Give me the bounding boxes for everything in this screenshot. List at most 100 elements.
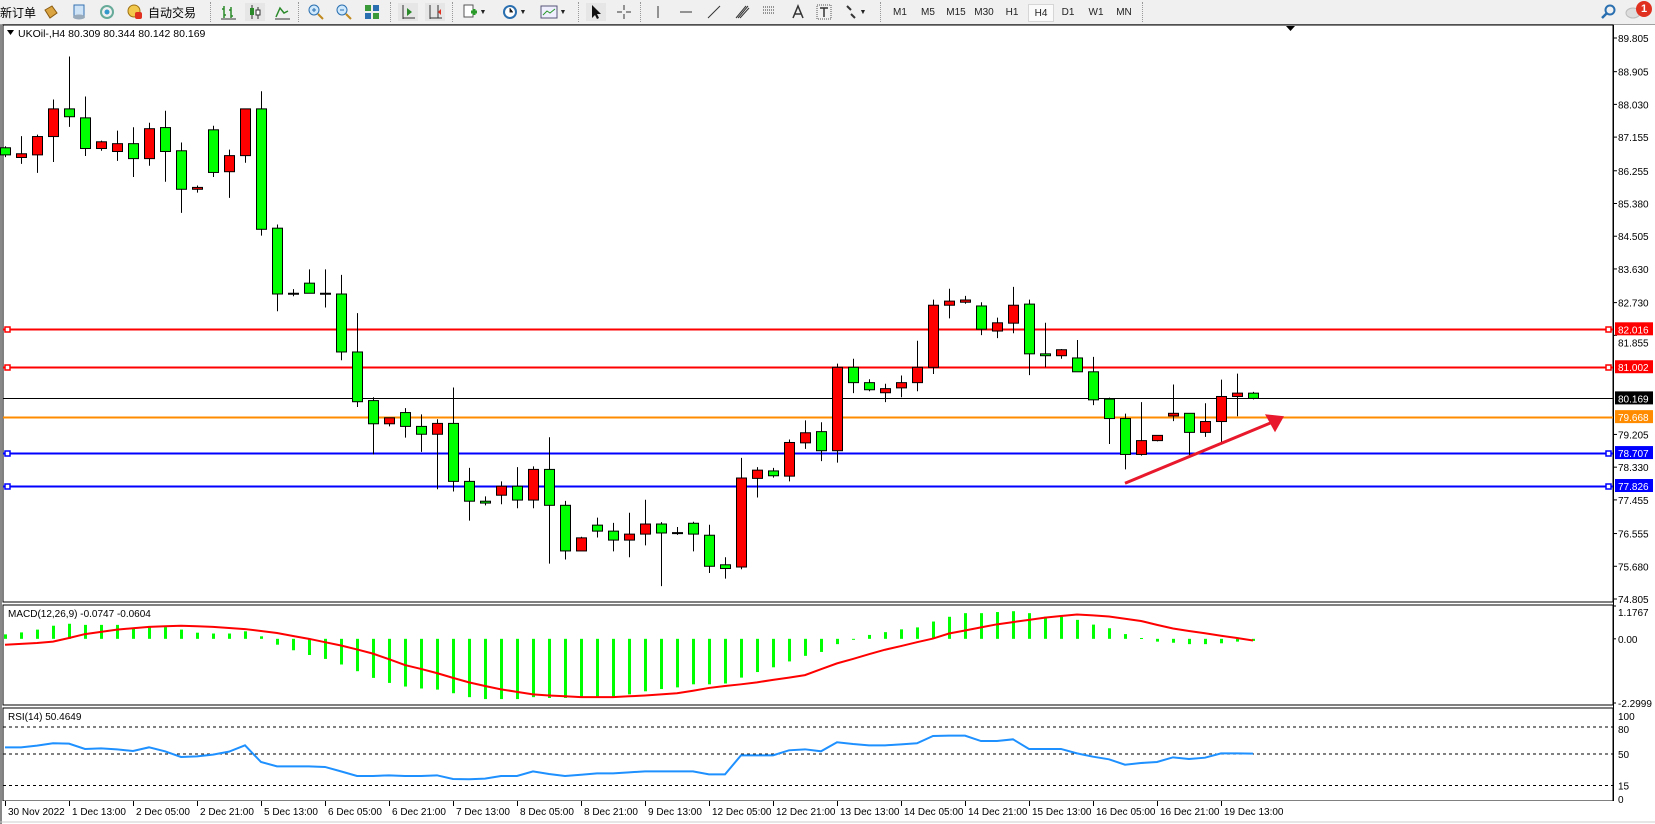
candle[interactable] xyxy=(816,431,827,452)
candle[interactable] xyxy=(464,480,475,502)
tile-windows-icon[interactable] xyxy=(362,3,382,21)
candle[interactable] xyxy=(1056,349,1067,357)
candle[interactable] xyxy=(96,141,107,150)
navigator-icon[interactable] xyxy=(98,3,116,21)
arrows-icon[interactable]: ▼ xyxy=(840,3,870,21)
new-order-button[interactable]: 新订单 xyxy=(0,3,36,21)
candle[interactable] xyxy=(880,388,891,394)
candle[interactable] xyxy=(832,366,843,452)
periods-icon[interactable]: ▼ xyxy=(498,3,530,21)
candle[interactable] xyxy=(80,117,91,150)
candle[interactable] xyxy=(768,470,779,477)
data-window-icon[interactable] xyxy=(70,3,88,21)
candle[interactable] xyxy=(480,500,491,504)
main-price-panel[interactable] xyxy=(2,24,1614,603)
candle[interactable] xyxy=(256,108,267,230)
level-handle-left[interactable] xyxy=(4,450,11,457)
candle[interactable] xyxy=(864,382,875,391)
candle[interactable] xyxy=(240,108,251,157)
fibo-fan-icon[interactable] xyxy=(760,3,780,21)
candle[interactable] xyxy=(704,534,715,567)
candle[interactable] xyxy=(944,300,955,306)
level-handle-left[interactable] xyxy=(4,483,11,490)
line-chart-icon[interactable] xyxy=(272,3,292,21)
timeframe-m5[interactable]: M5 xyxy=(921,6,935,18)
candle[interactable] xyxy=(32,136,43,156)
zoom-out-icon[interactable] xyxy=(334,3,354,21)
candle[interactable] xyxy=(624,533,635,541)
level-handle-right[interactable] xyxy=(1605,326,1612,333)
candle[interactable] xyxy=(384,417,395,425)
level-handle-right[interactable] xyxy=(1605,483,1612,490)
timeframe-h1[interactable]: H1 xyxy=(1005,6,1019,18)
candle[interactable] xyxy=(1248,392,1259,399)
candle[interactable] xyxy=(272,227,283,295)
candle[interactable] xyxy=(752,469,763,479)
timeframe-d1[interactable]: D1 xyxy=(1061,6,1075,18)
candle[interactable] xyxy=(976,305,987,330)
candle[interactable] xyxy=(528,468,539,501)
text-label-icon[interactable] xyxy=(814,3,834,21)
candle[interactable] xyxy=(912,366,923,384)
candle[interactable] xyxy=(208,129,219,173)
candle[interactable] xyxy=(304,282,315,294)
text-icon[interactable] xyxy=(788,3,808,21)
market-watch-icon[interactable] xyxy=(42,3,60,21)
timeframe-m1[interactable]: M1 xyxy=(893,6,907,18)
trendline-icon[interactable] xyxy=(704,3,724,21)
candle[interactable] xyxy=(192,186,203,190)
candle[interactable] xyxy=(672,532,683,535)
candle[interactable] xyxy=(400,412,411,427)
fibonacci-icon[interactable] xyxy=(732,3,752,21)
timeframe-m30[interactable]: M30 xyxy=(974,6,994,18)
candle[interactable] xyxy=(1168,412,1179,417)
candle[interactable] xyxy=(1216,395,1227,423)
candle[interactable] xyxy=(64,108,75,118)
candle[interactable] xyxy=(640,523,651,535)
candle[interactable] xyxy=(656,523,667,534)
header-dropdown-icon[interactable] xyxy=(7,30,14,35)
candle[interactable] xyxy=(1104,398,1115,420)
templates-icon[interactable]: ▼ xyxy=(536,3,570,21)
annotation-arrow[interactable] xyxy=(1124,420,1273,485)
chart-shift-marker-icon[interactable] xyxy=(1286,26,1295,31)
candle[interactable] xyxy=(800,432,811,444)
timeframe-h4[interactable]: H4 xyxy=(1028,4,1054,22)
candle[interactable] xyxy=(848,366,859,384)
level-handle-left[interactable] xyxy=(4,326,11,333)
candle[interactable] xyxy=(784,441,795,477)
candle[interactable] xyxy=(1200,421,1211,433)
timeframe-mn[interactable]: MN xyxy=(1116,6,1132,18)
candle[interactable] xyxy=(320,292,331,295)
candle[interactable] xyxy=(352,351,363,403)
candle[interactable] xyxy=(16,153,27,158)
candle[interactable] xyxy=(112,143,123,153)
level-handle-left[interactable] xyxy=(4,364,11,371)
candle[interactable] xyxy=(1040,353,1051,357)
candle[interactable] xyxy=(496,485,507,496)
candle[interactable] xyxy=(592,524,603,532)
candlestick-icon[interactable] xyxy=(245,3,265,21)
candle[interactable] xyxy=(928,304,939,368)
candle[interactable] xyxy=(992,322,1003,332)
timeframe-m15[interactable]: M15 xyxy=(946,6,966,18)
candle[interactable] xyxy=(336,293,347,353)
candle[interactable] xyxy=(720,564,731,570)
candle[interactable] xyxy=(128,143,139,160)
candle[interactable] xyxy=(224,155,235,173)
candle[interactable] xyxy=(560,504,571,552)
chart-shift-icon[interactable] xyxy=(425,3,445,21)
candle[interactable] xyxy=(368,400,379,425)
candle[interactable] xyxy=(416,425,427,435)
candle[interactable] xyxy=(448,422,459,482)
candle[interactable] xyxy=(608,530,619,541)
candle[interactable] xyxy=(1008,304,1019,324)
candle[interactable] xyxy=(736,477,747,568)
candle[interactable] xyxy=(144,128,155,160)
candle[interactable] xyxy=(1024,303,1035,355)
auto-scroll-icon[interactable] xyxy=(398,3,418,21)
level-handle-right[interactable] xyxy=(1605,450,1612,457)
candle[interactable] xyxy=(0,147,11,156)
candle[interactable] xyxy=(544,468,555,506)
search-icon[interactable] xyxy=(1598,3,1618,21)
